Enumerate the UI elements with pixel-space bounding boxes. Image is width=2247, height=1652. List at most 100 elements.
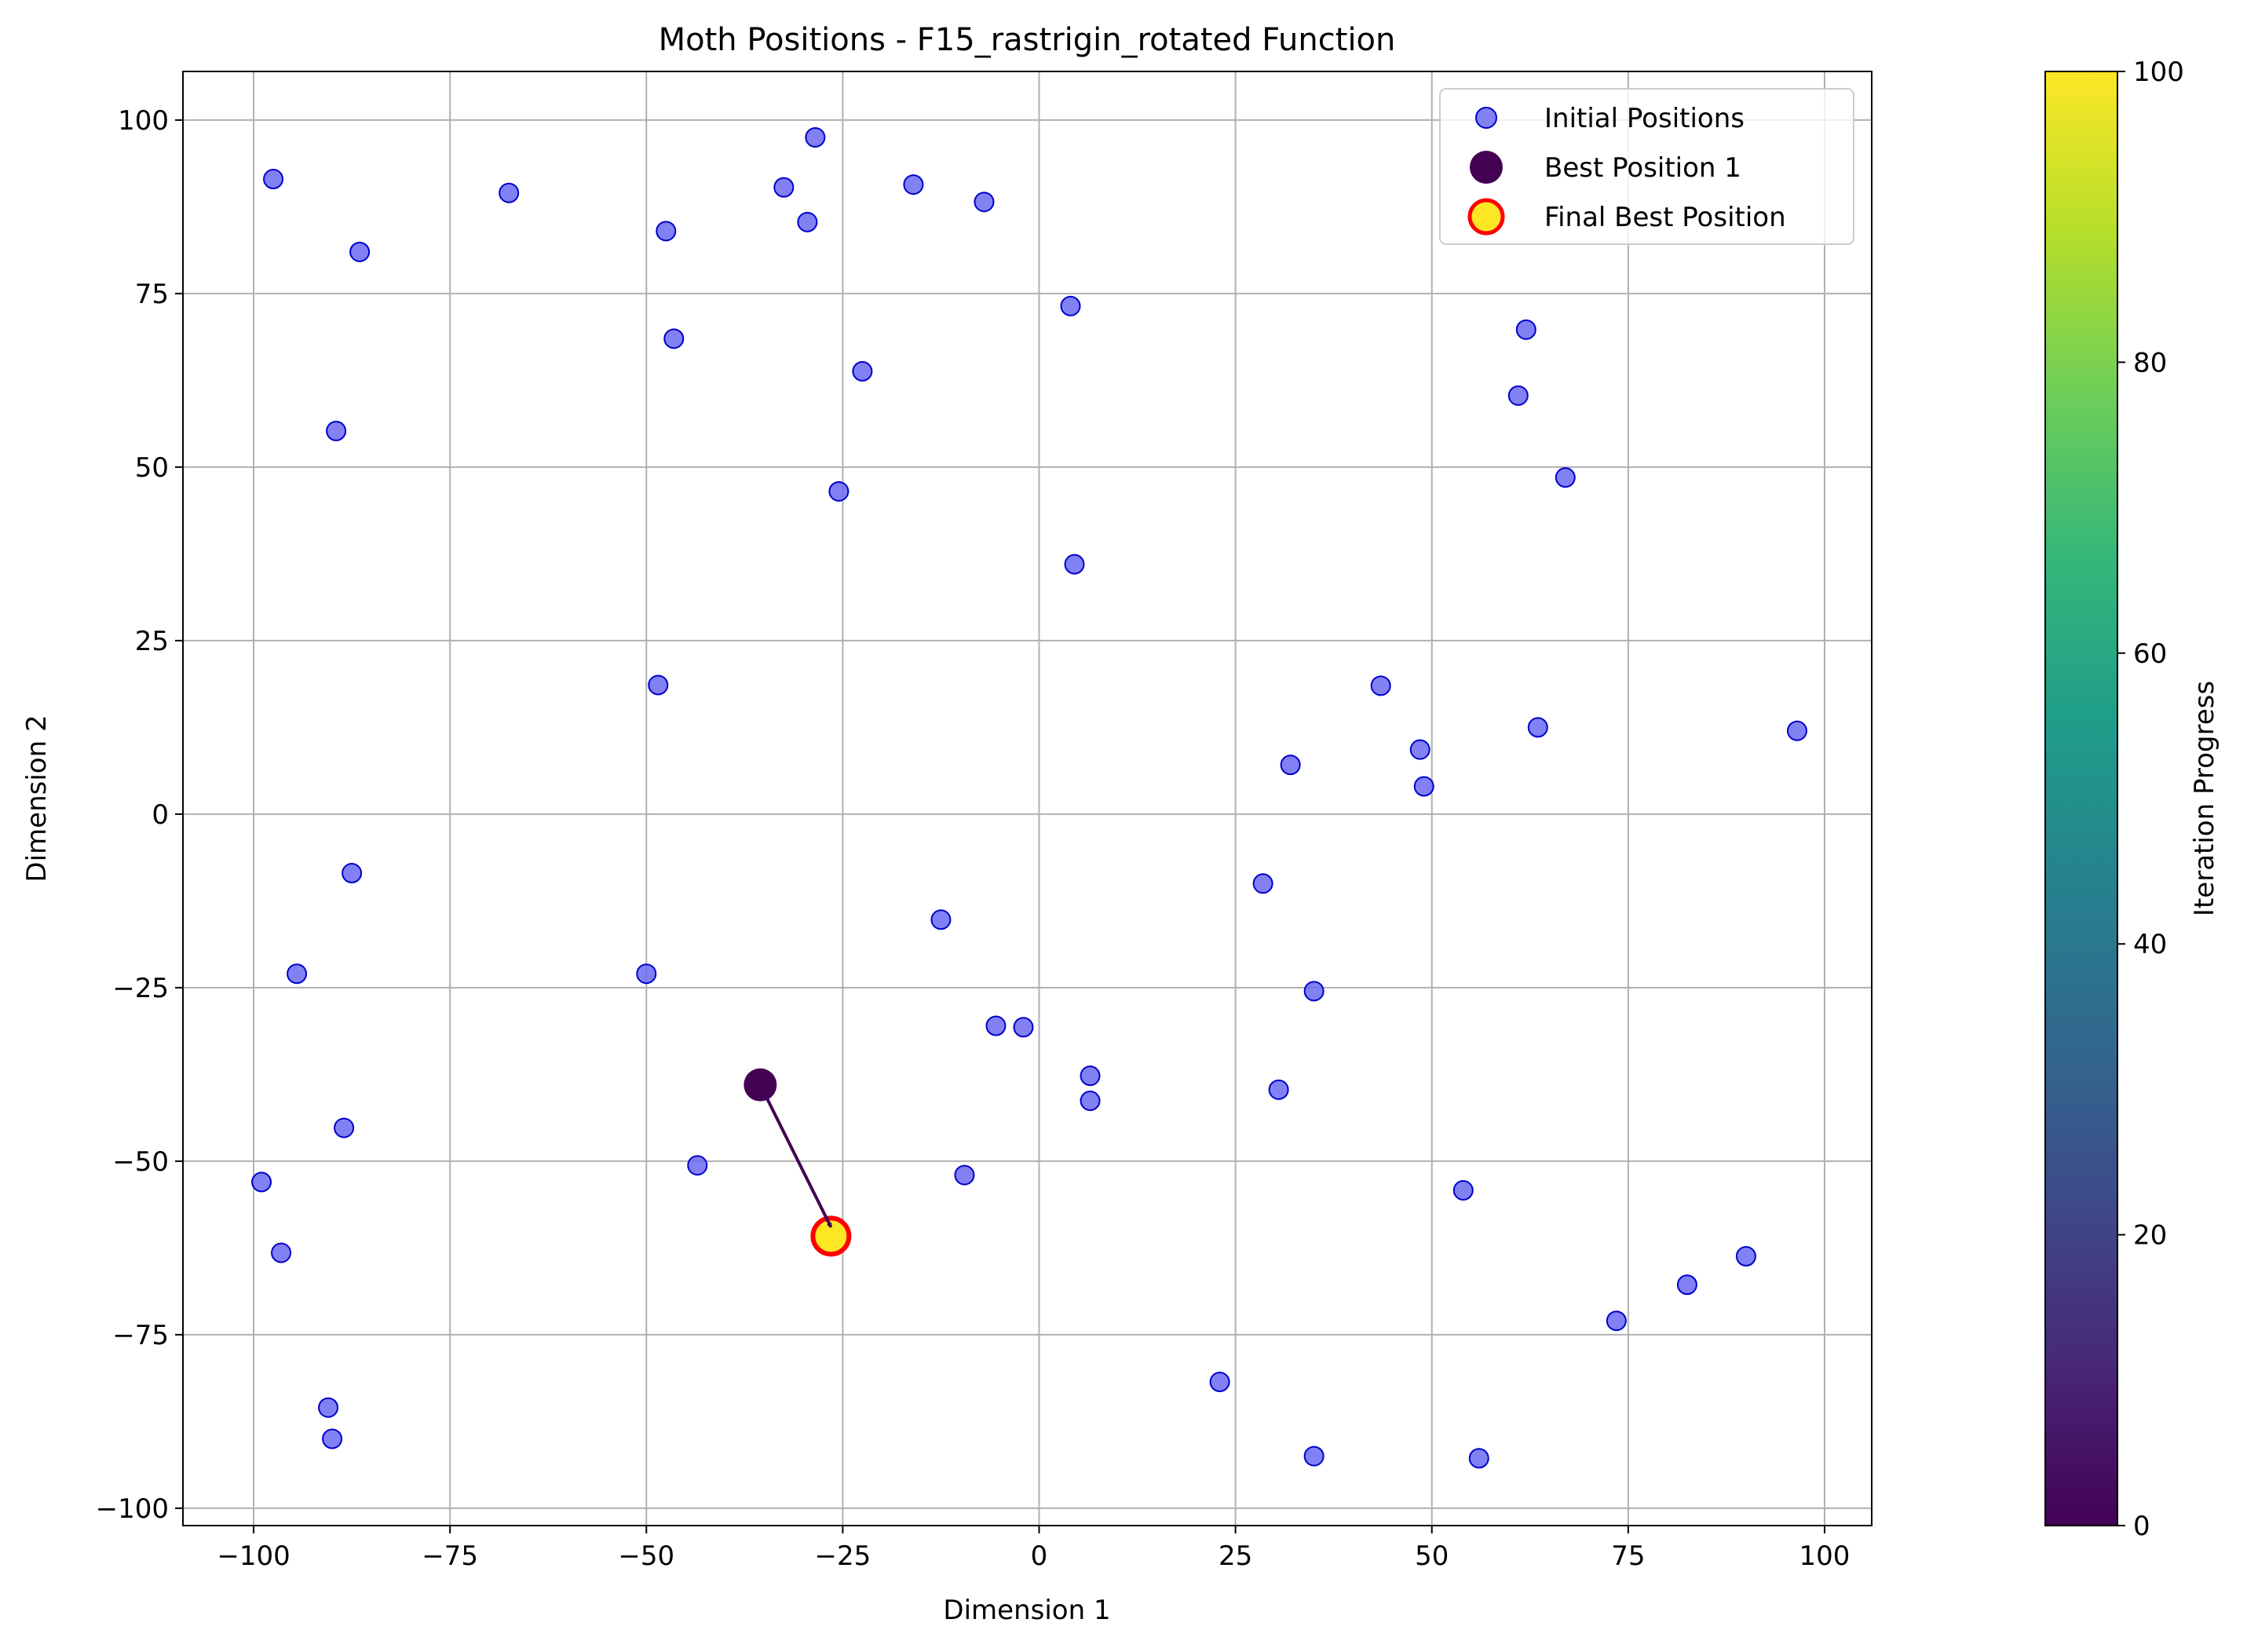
initial-position-point (1013, 1017, 1034, 1038)
initial-position-point (773, 177, 795, 198)
colorbar-gradient (2044, 71, 2118, 1526)
initial-position-point (1735, 1246, 1756, 1267)
y-tick-label: 0 (152, 799, 169, 831)
initial-position-point (349, 241, 371, 262)
y-tick-label: −75 (112, 1320, 169, 1351)
initial-position-point (1468, 1448, 1489, 1469)
initial-position-point (271, 1242, 292, 1263)
scatter-points (251, 126, 1807, 1469)
initial-position-point (974, 192, 995, 213)
initial-position-point (1280, 755, 1301, 776)
x-tick-label: 25 (1218, 1541, 1252, 1572)
initial-position-point (1786, 720, 1807, 741)
y-axis-ticks: −100 −75 −50 −25 0 25 50 75 100 (96, 105, 183, 1525)
initial-position-point (687, 1155, 708, 1176)
initial-position-point (318, 1397, 339, 1418)
y-tick-label: −100 (96, 1493, 169, 1525)
initial-position-point (1527, 717, 1548, 738)
colorbar-tick-label: 40 (2133, 929, 2167, 960)
colorbar-tick-label: 60 (2133, 638, 2167, 670)
legend-box (1439, 88, 1854, 245)
initial-position-point (1080, 1065, 1101, 1087)
final-best-position-point (810, 1215, 852, 1257)
legend-marker-initial (1475, 107, 1497, 129)
legend-label-best-1: Best Position 1 (1544, 152, 1741, 184)
initial-position-point (251, 1171, 272, 1193)
x-axis-label: Dimension 1 (943, 1595, 1110, 1626)
initial-position-point (797, 211, 818, 232)
initial-position-point (1080, 1090, 1101, 1111)
initial-position-point (1209, 1372, 1230, 1393)
initial-position-point (322, 1428, 343, 1449)
x-tick-label: 100 (1799, 1541, 1851, 1572)
colorbar-tick-label: 100 (2133, 57, 2184, 88)
y-tick-label: 50 (135, 452, 169, 484)
y-tick-label: −25 (112, 973, 169, 1004)
arrow-annotation (758, 1084, 833, 1227)
legend: Initial Positions Best Position 1 Final … (1439, 88, 1854, 245)
plot-frame (182, 71, 1872, 1526)
legend-marker-best-1 (1470, 151, 1503, 184)
initial-position-point (1303, 981, 1324, 1002)
initial-position-point (1555, 467, 1576, 488)
x-tick-label: 50 (1415, 1541, 1449, 1572)
x-tick-label: 75 (1611, 1541, 1645, 1572)
legend-label-final-best: Final Best Position (1544, 202, 1786, 233)
initial-position-point (805, 126, 826, 148)
initial-position-point (1409, 739, 1430, 760)
initial-position-point (1252, 873, 1273, 894)
colorbar: 0 20 40 60 80 100 Iteration Progress (2044, 57, 2220, 1542)
initial-position-point (1064, 554, 1085, 575)
initial-position-point (499, 182, 520, 203)
legend-marker-final-best (1467, 198, 1505, 236)
x-tick-label: 0 (1031, 1541, 1048, 1572)
initial-position-point (930, 909, 952, 930)
initial-position-point (663, 328, 685, 349)
initial-position-point (1268, 1079, 1289, 1100)
x-tick-label: −25 (815, 1541, 871, 1572)
initial-position-point (263, 169, 284, 190)
initial-position-point (287, 963, 308, 985)
initial-position-point (1413, 776, 1434, 797)
initial-position-point (903, 174, 924, 196)
initial-position-point (648, 674, 669, 696)
initial-position-point (954, 1164, 975, 1186)
initial-position-point (828, 481, 849, 502)
y-axis-label: Dimension 2 (21, 715, 53, 882)
x-tick-label: −100 (217, 1541, 290, 1572)
y-tick-label: 75 (135, 279, 169, 310)
initial-position-point (334, 1117, 355, 1138)
grid (183, 71, 1872, 1526)
colorbar-ticks: 0 20 40 60 80 100 (2117, 57, 2184, 1542)
initial-position-point (1303, 1446, 1324, 1467)
y-tick-label: 25 (135, 626, 169, 657)
initial-position-point (326, 420, 347, 441)
initial-position-point (985, 1015, 1007, 1036)
y-tick-label: 100 (118, 105, 169, 137)
x-tick-label: −50 (618, 1541, 674, 1572)
x-tick-label: −75 (422, 1541, 478, 1572)
initial-position-point (1606, 1310, 1627, 1332)
initial-position-point (1507, 385, 1529, 406)
initial-position-point (1452, 1180, 1474, 1201)
colorbar-tick-label: 20 (2133, 1220, 2167, 1252)
initial-position-point (1060, 295, 1081, 316)
initial-position-point (342, 863, 363, 884)
best-position-arrow (758, 1084, 833, 1227)
colorbar-label: Iteration Progress (2189, 681, 2220, 916)
initial-position-point (636, 963, 657, 985)
initial-position-point (1515, 319, 1536, 340)
initial-position-point (1370, 675, 1391, 696)
colorbar-tick-label: 0 (2133, 1511, 2150, 1542)
x-axis-ticks: −100 −75 −50 −25 0 25 50 75 100 (217, 1526, 1850, 1572)
legend-label-initial: Initial Positions (1544, 103, 1745, 134)
y-tick-label: −50 (112, 1146, 169, 1178)
initial-position-point (656, 221, 677, 242)
colorbar-tick-label: 80 (2133, 347, 2167, 378)
initial-position-point (852, 360, 873, 382)
initial-position-point (1676, 1274, 1697, 1296)
chart-title: Moth Positions - F15_rastrigin_rotated F… (659, 22, 1396, 58)
